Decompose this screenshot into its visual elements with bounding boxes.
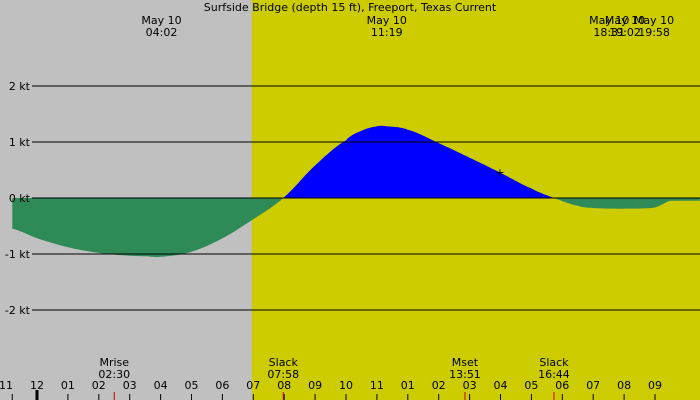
x-tick-label: 04	[494, 379, 508, 392]
x-tick-label: 05	[185, 379, 199, 392]
x-tick-label: 03	[123, 379, 137, 392]
ebb-current-area	[12, 198, 700, 257]
event-name-label: Slack	[539, 356, 569, 369]
top-date-label: May 10	[141, 14, 181, 27]
x-tick-label: 07	[246, 379, 260, 392]
top-date-label: May 10	[634, 14, 674, 27]
top-time-label: 04:02	[146, 26, 178, 39]
event-time-label: 16:44	[538, 368, 570, 381]
flood-current-area	[284, 125, 555, 198]
x-tick-label: 10	[339, 379, 353, 392]
top-time-label: 19:02	[609, 26, 641, 39]
x-tick-label: 02	[92, 379, 106, 392]
y-tick-label: 0 kt	[9, 192, 31, 205]
x-tick-label: 12	[30, 379, 44, 392]
current-area-layer	[12, 125, 700, 257]
top-time-label: 18:31	[593, 26, 625, 39]
event-time-label: 13:51	[449, 368, 481, 381]
x-tick-label: 05	[524, 379, 538, 392]
chart-title: Surfside Bridge (depth 15 ft), Freeport,…	[204, 1, 497, 14]
y-tick-label-layer: 2 kt 1 kt 0 kt -1 kt -2 kt	[5, 80, 31, 317]
event-name-label: Slack	[269, 356, 299, 369]
top-time-label: 11:19	[371, 26, 403, 39]
x-tick-label: 06	[555, 379, 569, 392]
event-name-label: Mset	[452, 356, 479, 369]
x-tick-label: 06	[215, 379, 229, 392]
top-date-label: May 10	[605, 14, 645, 27]
x-tick-label: 08	[277, 379, 291, 392]
x-tick-layer: 11 12 01 02 03 04 05 06 07 08 09 10 11 01 02 03 04 05 06 07…	[0, 379, 662, 400]
y-tick-label: 2 kt	[9, 80, 31, 93]
x-tick-label: 09	[648, 379, 662, 392]
x-tick-label: 03	[463, 379, 477, 392]
event-time-label: 07:58	[267, 368, 299, 381]
y-tick-label: 1 kt	[9, 136, 31, 149]
x-tick-label: 04	[154, 379, 168, 392]
y-tick-label: -1 kt	[5, 248, 31, 261]
x-tick-label: 07	[586, 379, 600, 392]
x-tick-label: 01	[401, 379, 415, 392]
x-tick-label: 01	[61, 379, 75, 392]
event-name-label: Mrise	[99, 356, 129, 369]
x-tick-label: 08	[617, 379, 631, 392]
x-tick-label: 09	[308, 379, 322, 392]
x-tick-label: 02	[432, 379, 446, 392]
crosshair-marker: +	[495, 166, 504, 179]
x-tick-label: 11	[0, 379, 13, 392]
x-tick-label: 11	[370, 379, 384, 392]
gridline-layer	[32, 85, 700, 311]
top-date-label: May 10	[589, 14, 629, 27]
y-tick-label: -2 kt	[5, 304, 31, 317]
top-time-label: 19:58	[638, 26, 670, 39]
event-time-label: 02:30	[98, 368, 130, 381]
top-date-label: May 10	[367, 14, 407, 27]
